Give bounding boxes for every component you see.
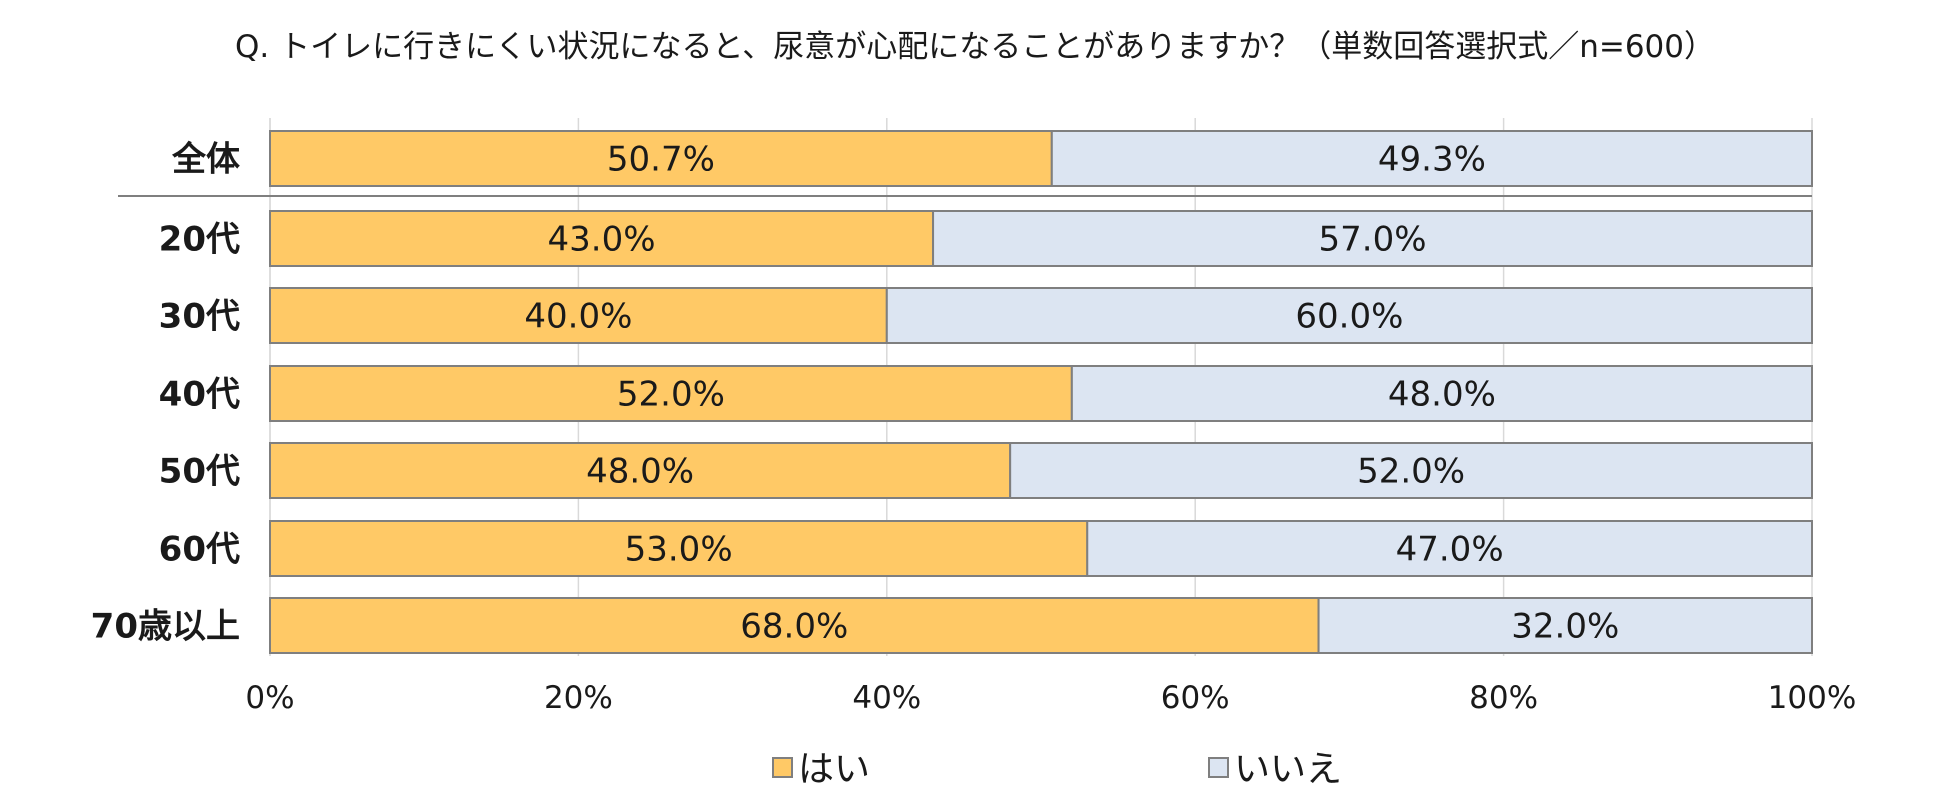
- data-label: 52.0%: [1357, 452, 1465, 492]
- data-label: 49.3%: [1378, 140, 1486, 180]
- legend-swatch: [772, 757, 793, 778]
- data-label: 48.0%: [1388, 375, 1496, 415]
- x-tick-label: 40%: [852, 680, 921, 716]
- data-label: 43.0%: [548, 220, 656, 260]
- category-label: 60代: [159, 530, 240, 570]
- legend-label: はい: [798, 749, 870, 790]
- bar-segment: [269, 597, 1320, 654]
- legend-swatch: [1208, 757, 1229, 778]
- category-label: 30代: [159, 297, 240, 337]
- category-label: 50代: [159, 452, 240, 492]
- data-label: 48.0%: [586, 452, 694, 492]
- bar-segment: [269, 287, 888, 344]
- data-label: 40.0%: [524, 297, 632, 337]
- bar-segment: [885, 287, 1813, 344]
- category-label: 70歳以上: [91, 607, 240, 647]
- category-label: 20代: [159, 220, 240, 260]
- bar-segment: [269, 210, 935, 267]
- category-labels: 全体 20代 30代 40代 50代 60代 70歳以上: [91, 140, 240, 647]
- category-label: 全体: [171, 140, 240, 180]
- data-label: 50.7%: [607, 140, 715, 180]
- bar-segment: [1317, 597, 1814, 654]
- category-label: 40代: [159, 375, 240, 415]
- x-tick-label: 60%: [1161, 680, 1230, 716]
- data-label: 32.0%: [1511, 607, 1619, 647]
- data-label: 53.0%: [625, 530, 733, 570]
- x-tick-labels: 0% 20% 40% 60% 80% 100%: [245, 680, 1856, 716]
- data-label: 52.0%: [617, 375, 725, 415]
- legend: はい いいえ: [772, 749, 1342, 790]
- bar-segment: [269, 520, 1089, 577]
- data-label: 68.0%: [740, 607, 848, 647]
- data-label: 60.0%: [1295, 297, 1403, 337]
- x-tick-label: 0%: [245, 680, 294, 716]
- bar-segment: [1086, 520, 1813, 577]
- legend-label: いいえ: [1234, 749, 1342, 790]
- bar-segment: [932, 210, 1813, 267]
- x-tick-label: 20%: [544, 680, 613, 716]
- bar-segment: [269, 442, 1012, 499]
- bar-segment: [1070, 365, 1813, 422]
- bar-segment: [269, 130, 1053, 187]
- bar-segment: [1050, 130, 1813, 187]
- chart-title: Q. トイレに行きにくい状況になると、尿意が心配になることがありますか？（単数回…: [235, 29, 1715, 65]
- bars: 50.7% 49.3% 43.0% 57.0% 40.0% 60.0% 52.0% 48.0%…: [118, 130, 1814, 654]
- bar-segment: [1009, 442, 1813, 499]
- data-label: 57.0%: [1319, 220, 1427, 260]
- data-label: 47.0%: [1396, 530, 1504, 570]
- x-tick-label: 100%: [1768, 680, 1857, 716]
- x-tick-label: 80%: [1469, 680, 1538, 716]
